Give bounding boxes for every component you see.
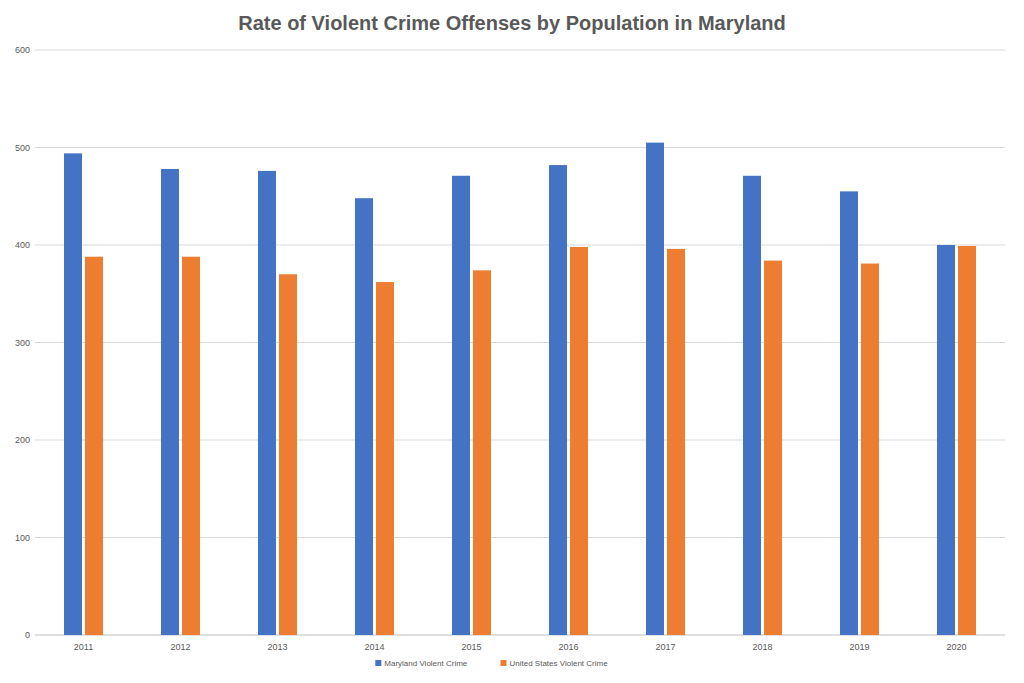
grid-line [35, 342, 1005, 343]
y-tick-label: 500 [15, 143, 30, 153]
bar [646, 143, 664, 635]
y-tick-label: 100 [15, 533, 30, 543]
x-tick-label: 2016 [558, 642, 578, 652]
bar [473, 270, 491, 635]
bar [182, 257, 200, 635]
bar [861, 264, 879, 635]
x-tick-label: 2014 [364, 642, 384, 652]
grid-line [35, 50, 1005, 51]
y-tick-label: 200 [15, 435, 30, 445]
x-tick-label: 2013 [267, 642, 287, 652]
bar [355, 198, 373, 635]
x-tick-label: 2018 [752, 642, 772, 652]
x-tick-label: 2015 [461, 642, 481, 652]
bar [161, 169, 179, 635]
bar [85, 257, 103, 635]
grid-line [35, 537, 1005, 538]
legend-label: United States Violent Crime [510, 659, 609, 668]
bar [958, 246, 976, 635]
bar [840, 191, 858, 635]
y-tick-label: 600 [15, 45, 30, 55]
bar [570, 247, 588, 635]
background [0, 0, 1024, 683]
bar [667, 249, 685, 635]
x-tick-label: 2017 [655, 642, 675, 652]
x-tick-label: 2011 [74, 642, 93, 652]
chart-container: Rate of Violent Crime Offenses by Popula… [0, 0, 1024, 683]
legend-swatch [375, 660, 381, 666]
x-tick-label: 2019 [849, 642, 869, 652]
chart-title: Rate of Violent Crime Offenses by Popula… [238, 12, 786, 34]
grid-line [35, 147, 1005, 148]
y-tick-label: 300 [15, 338, 30, 348]
bar [743, 176, 761, 635]
bar [258, 171, 276, 635]
bar [764, 261, 782, 635]
legend: Maryland Violent Crime United States Viol… [375, 659, 608, 668]
bar [549, 165, 567, 635]
bar [376, 282, 394, 635]
grid-line [35, 440, 1005, 441]
grid [35, 50, 1005, 635]
bar [452, 176, 470, 635]
y-tick-label: 400 [15, 240, 30, 250]
axis-baseline [35, 635, 1005, 636]
bar [279, 274, 297, 635]
x-tick-label: 2020 [946, 642, 966, 652]
x-tick-label: 2012 [170, 642, 190, 652]
bars [64, 143, 976, 635]
y-tick-label: 0 [25, 630, 30, 640]
bar [64, 153, 82, 635]
legend-swatch [501, 660, 507, 666]
grid-line [35, 245, 1005, 246]
bar [937, 245, 955, 635]
chart-svg: Rate of Violent Crime Offenses by Popula… [0, 0, 1024, 683]
legend-label: Maryland Violent Crime [384, 659, 468, 668]
